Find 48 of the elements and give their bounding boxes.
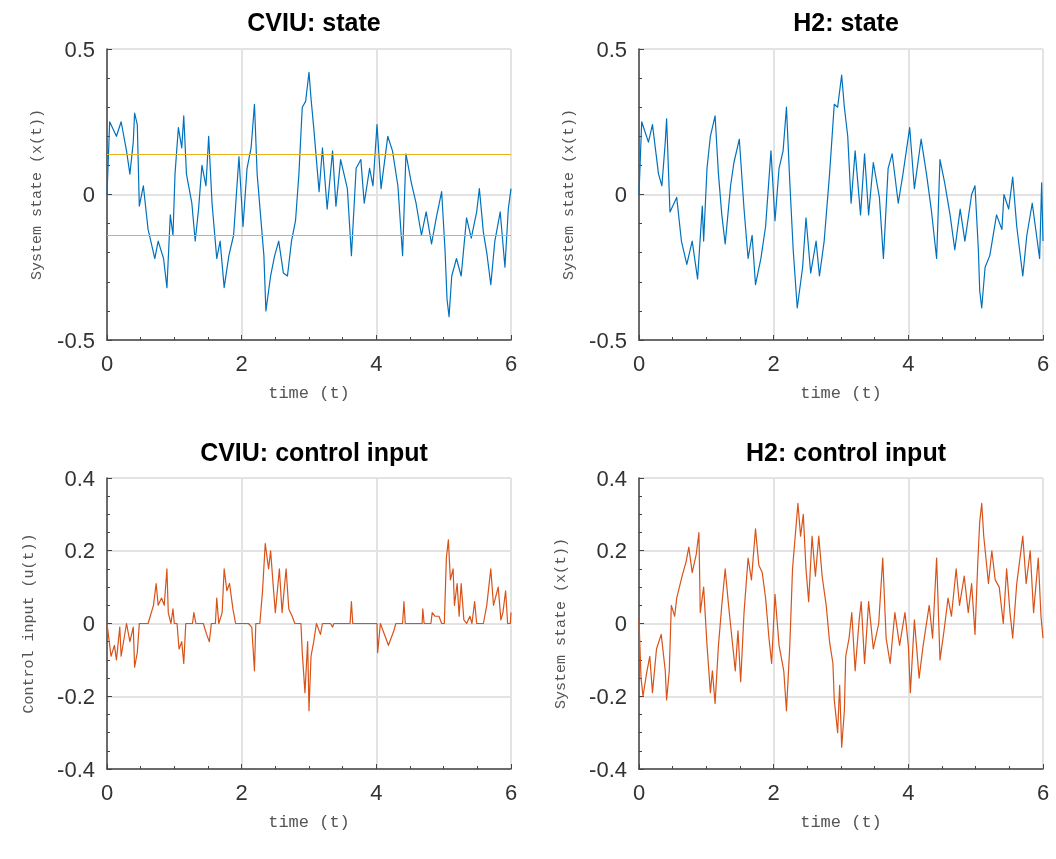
x-tick-label: 0 — [632, 350, 646, 376]
x-tick-label: 4 — [902, 779, 915, 805]
y-tick-label: 0.5 — [596, 36, 627, 62]
x-tick-label: 6 — [1036, 779, 1050, 805]
y-tick-label: 0 — [614, 611, 627, 636]
x-tick-label: 4 — [902, 350, 915, 376]
y-tick-label: 0.4 — [64, 465, 95, 491]
x-tick-label: 4 — [370, 350, 383, 376]
x-tick-label: 2 — [235, 350, 248, 376]
x-tick-label: 0 — [100, 779, 114, 805]
x-tick-label: 2 — [767, 350, 780, 376]
line-series — [106, 539, 512, 712]
y-axis-title: System state (x(t)) — [29, 108, 46, 281]
x-axis-title: time (t) — [268, 384, 350, 403]
x-tick-label: 6 — [504, 350, 518, 376]
y-axis-title: System state (x(t)) — [561, 108, 578, 281]
chart-title: CVIU: state — [247, 7, 381, 36]
y-tick-label: 0.2 — [596, 538, 627, 564]
line-series — [638, 74, 1044, 309]
chart-title: H2: state — [793, 7, 899, 36]
y-tick-label: 0.5 — [64, 36, 95, 62]
x-tick-label: 2 — [235, 779, 248, 805]
line-series — [638, 502, 1044, 748]
line-series — [106, 71, 512, 318]
y-tick-label: 0 — [82, 611, 95, 636]
x-tick-label: 0 — [100, 350, 114, 376]
y-tick-label: -0.2 — [589, 683, 627, 709]
chart-title: H2: control input — [746, 437, 947, 466]
y-axis-title: System state (x(t)) — [553, 537, 570, 710]
y-axis-title: Control input (u(t)) — [21, 533, 38, 714]
y-tick-label: -0.2 — [57, 683, 95, 709]
chart-title: CVIU: control input — [200, 437, 429, 466]
x-tick-label: 6 — [504, 779, 518, 805]
x-axis-title: time (t) — [800, 813, 882, 832]
y-tick-label: 0.4 — [596, 465, 627, 491]
y-tick-label: 0 — [82, 182, 95, 207]
x-axis-title: time (t) — [800, 384, 882, 403]
x-tick-label: 6 — [1036, 350, 1050, 376]
y-tick-label: 0.2 — [64, 538, 95, 564]
y-tick-label: -0.5 — [589, 327, 627, 353]
x-axis-title: time (t) — [268, 813, 350, 832]
x-tick-label: 0 — [632, 779, 646, 805]
x-tick-label: 4 — [370, 779, 383, 805]
y-tick-label: 0 — [614, 182, 627, 207]
y-tick-label: -0.5 — [57, 327, 95, 353]
x-tick-label: 2 — [767, 779, 780, 805]
y-tick-label: -0.4 — [57, 756, 95, 782]
y-tick-label: -0.4 — [589, 756, 627, 782]
